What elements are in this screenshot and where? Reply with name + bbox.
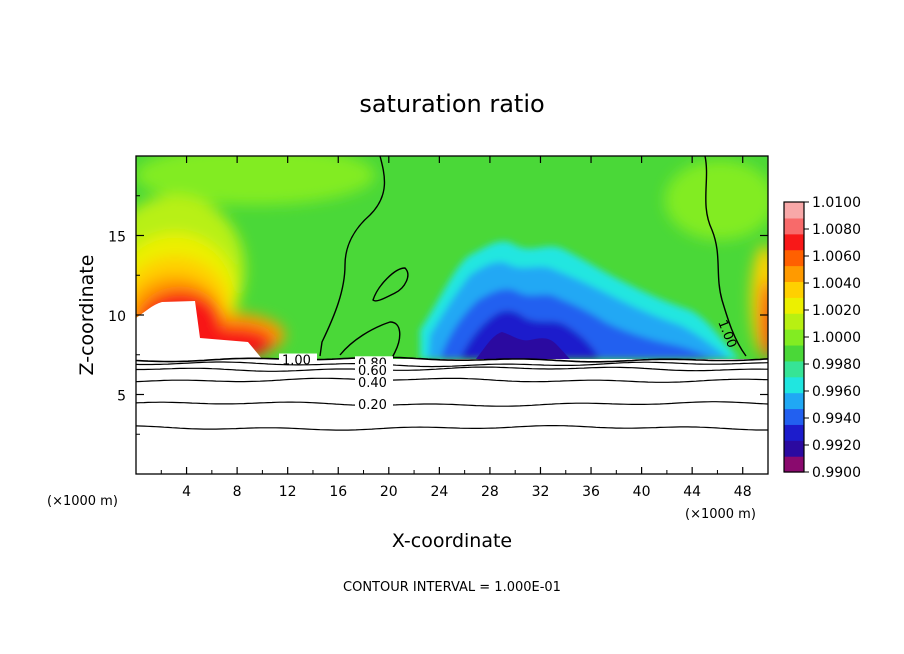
contour-interval-footer: CONTOUR INTERVAL = 1.000E-01 <box>343 580 561 595</box>
colorbar-label: 0.9900 <box>812 465 861 481</box>
colorbar-label: 0.9940 <box>812 411 861 427</box>
contour-line-left-1.00 <box>319 156 386 357</box>
x-unit-right: (×1000 m) <box>685 507 756 522</box>
colorbar-swatch <box>784 360 804 378</box>
colorbar-swatch <box>784 217 804 235</box>
contour-line-0.80 <box>136 361 768 368</box>
contour-label-bg <box>355 364 393 378</box>
contour-line-0.40 <box>136 377 768 383</box>
contour-line-right-1.00 <box>704 156 747 357</box>
contour-label-bg <box>355 376 393 390</box>
x-tick-label: 24 <box>430 484 448 500</box>
contour-label-bg <box>279 353 317 367</box>
x-tick-label: 4 <box>182 484 191 500</box>
colorbar-swatch <box>784 281 804 298</box>
x-tick-label: 48 <box>734 484 752 500</box>
colorbar-label: 0.9920 <box>812 438 861 454</box>
colorbar-swatch <box>784 376 804 394</box>
x-unit-left: (×1000 m) <box>47 494 118 509</box>
contour-line-0.60 <box>136 366 768 372</box>
contour-label: 0.40 <box>358 376 387 391</box>
colorbar-label: 1.0100 <box>812 195 861 211</box>
upper-contours <box>319 156 747 359</box>
y-tick-label: 10 <box>108 309 126 325</box>
x-tick-label: 16 <box>329 484 347 500</box>
contour-label: 0.60 <box>358 364 387 379</box>
y-axis: 5 10 15 <box>108 195 768 435</box>
colorbar-label: 1.0000 <box>812 330 861 346</box>
chart-title: saturation ratio <box>359 90 544 118</box>
contour-line-0.20 <box>136 401 768 407</box>
x-tick-label: 44 <box>683 484 701 500</box>
x-tick-label: 8 <box>233 484 242 500</box>
colorbar-swatch <box>784 408 804 425</box>
contour-loop-upper <box>372 267 409 302</box>
x-tick-label: 12 <box>279 484 297 500</box>
contour-label: 1.00 <box>282 354 311 369</box>
x-tick-label: 28 <box>481 484 499 500</box>
x-tick-label: 20 <box>380 484 398 500</box>
y-tick-label: 5 <box>117 389 126 405</box>
field-indigo-region <box>476 332 570 359</box>
colorbar-label: 1.0020 <box>812 303 861 319</box>
field-white-supersaturated-region <box>136 301 262 359</box>
x-tick-label: 32 <box>532 484 550 500</box>
field-light-green-right <box>665 160 768 240</box>
colorbar-label: 0.9980 <box>812 357 861 373</box>
colorbar-swatch <box>784 424 804 441</box>
y-tick-label: 15 <box>108 230 126 246</box>
contour-line-1.00 <box>136 356 768 363</box>
colorbar-swatch <box>784 249 804 267</box>
colorbar-swatch <box>784 202 804 219</box>
colorbar-swatch <box>784 313 804 330</box>
x-axis: 4 8 12 16 20 24 28 32 36 40 44 48 <box>160 156 752 500</box>
colorbar-swatch <box>784 329 804 346</box>
x-axis-label: X-coordinate <box>392 530 512 552</box>
contour-label: 0.20 <box>358 398 387 413</box>
colorbar: 1.0100 1.0080 1.0060 1.0040 1.0020 1.0000 0.99… <box>783 195 861 481</box>
colorbar-label: 1.0040 <box>812 276 861 292</box>
lower-contours: 1.00 0.800.600.400.20 <box>136 353 768 431</box>
field-light-green-top <box>136 156 375 205</box>
colorbar-swatch <box>784 392 804 410</box>
colorbar-swatch <box>784 265 804 283</box>
colorbar-label: 0.9960 <box>812 384 861 400</box>
y-axis-label: Z-coordinate <box>76 255 98 376</box>
colorbar-label: 1.0080 <box>812 222 861 238</box>
colorbar-swatch <box>784 233 804 251</box>
contour-loop-lower <box>339 321 401 359</box>
x-tick-label: 40 <box>633 484 651 500</box>
x-tick-label: 36 <box>582 484 600 500</box>
saturation-field <box>136 156 768 359</box>
colorbar-swatch <box>784 297 804 314</box>
field-red-right-edge <box>761 280 768 359</box>
colorbar-swatch <box>784 440 804 457</box>
colorbar-swatch <box>784 344 804 362</box>
colorbar-label: 1.0060 <box>812 249 861 265</box>
colorbar-swatch <box>784 456 804 473</box>
contour-label-bg <box>355 398 393 412</box>
contour-line-base <box>136 425 768 431</box>
